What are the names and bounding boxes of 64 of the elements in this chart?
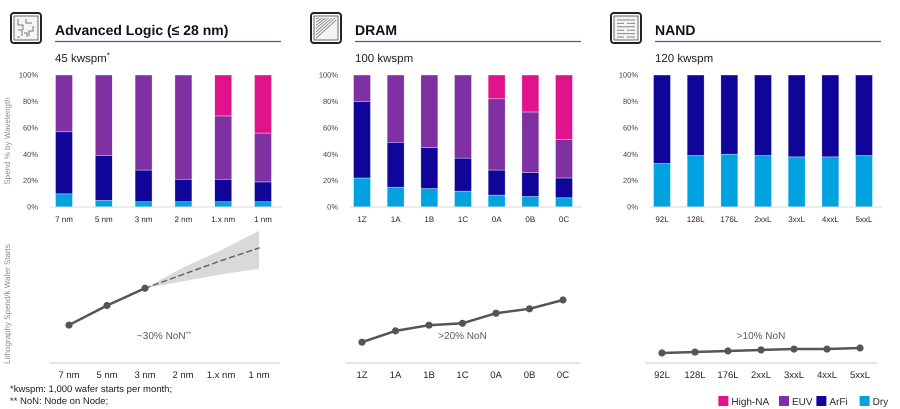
x-tick-label: 1A: [390, 370, 402, 381]
point: [392, 327, 400, 334]
text: ** NoN: Node on Node;: [10, 396, 108, 407]
point: [458, 320, 466, 327]
x-tick-label: 1.x nm: [211, 215, 236, 224]
chart-subtitle: 100 kwspm: [355, 53, 414, 65]
x-tick-label: 4xxL: [816, 370, 838, 381]
x-tick-label: 0A: [490, 370, 502, 381]
legend-label: Dry: [872, 397, 888, 408]
x-tick-label: 176L: [720, 215, 739, 224]
x-tick-label: 0B: [524, 370, 536, 381]
x-tick-label: 3 nm: [134, 215, 153, 224]
x-tick-label: 1A: [390, 215, 402, 224]
x-tick-label: 2xxL: [754, 215, 772, 224]
legend-label: High-NA: [731, 397, 770, 408]
point: [526, 305, 534, 312]
chart-title: NAND: [655, 22, 696, 38]
x-tick-label: 1B: [424, 215, 434, 224]
x-tick-label: 176L: [717, 370, 739, 381]
chart-subtitle: 45 kwspm$^{*}$: [55, 50, 110, 65]
x-tick-label: 92L: [654, 370, 670, 381]
x-tick-label: 128L: [686, 215, 706, 224]
legend-label: EUV: [792, 397, 813, 408]
x-tick-label: 3xxL: [788, 215, 806, 224]
x-tick-label: 0C: [556, 370, 570, 381]
x-tick-label: 5 nm: [94, 215, 114, 224]
x-tick-label: 1B: [423, 370, 435, 381]
x-tick-label: 92L: [655, 215, 670, 224]
point: [358, 338, 366, 346]
x-tick-label: 0C: [558, 215, 570, 224]
point: [492, 310, 500, 317]
x-tick-label: 5xxL: [850, 370, 870, 381]
chart-title: DRAM: [355, 22, 397, 38]
x-tick-label: 1 nm: [248, 370, 270, 381]
text: *kwspm: 1,000 wafer starts per month;: [10, 384, 172, 395]
x-tick-label: 3xxL: [784, 370, 804, 381]
point: [425, 322, 433, 329]
x-tick-label: 4xxL: [822, 215, 840, 224]
text: >10% NoN: [736, 331, 786, 342]
x-tick-label: 7 nm: [55, 215, 74, 224]
y-axis-title: Spend % by Wavelength: [3, 97, 12, 185]
x-tick-label: 1.x nm: [206, 370, 236, 381]
x-tick-label: 0B: [525, 215, 536, 224]
x-tick-label: 1Z: [357, 215, 367, 224]
x-tick-label: 5xxL: [856, 215, 873, 224]
x-tick-label: 2 nm: [172, 370, 194, 381]
annotation: >20% NoN: [438, 331, 487, 342]
x-tick-label: 2xxL: [750, 370, 772, 381]
x-tick-label: 5 nm: [96, 370, 118, 381]
x-tick-label: 1 nm: [254, 215, 272, 224]
legend-label: ArFi: [829, 397, 848, 408]
x-tick-label: 3 nm: [134, 370, 156, 381]
x-tick-label: 1C: [458, 215, 468, 224]
x-tick-label: 7 nm: [58, 370, 80, 381]
x-tick-label: 2 nm: [174, 215, 193, 224]
x-tick-label: 0A: [492, 215, 502, 224]
x-tick-label: 128L: [684, 370, 706, 381]
chart-title: Advanced Logic (≤ 28 nm): [55, 22, 228, 38]
x-tick-label: 1Z: [356, 370, 368, 381]
chart-subtitle: 120 kwspm: [655, 53, 714, 65]
x-tick-label: 1C: [456, 370, 469, 381]
y-axis-title: Lithography Spend/k Wafer Starts: [3, 244, 12, 364]
annotation: ~30% NoN$^{**}$: [136, 330, 192, 342]
point: [559, 296, 567, 304]
